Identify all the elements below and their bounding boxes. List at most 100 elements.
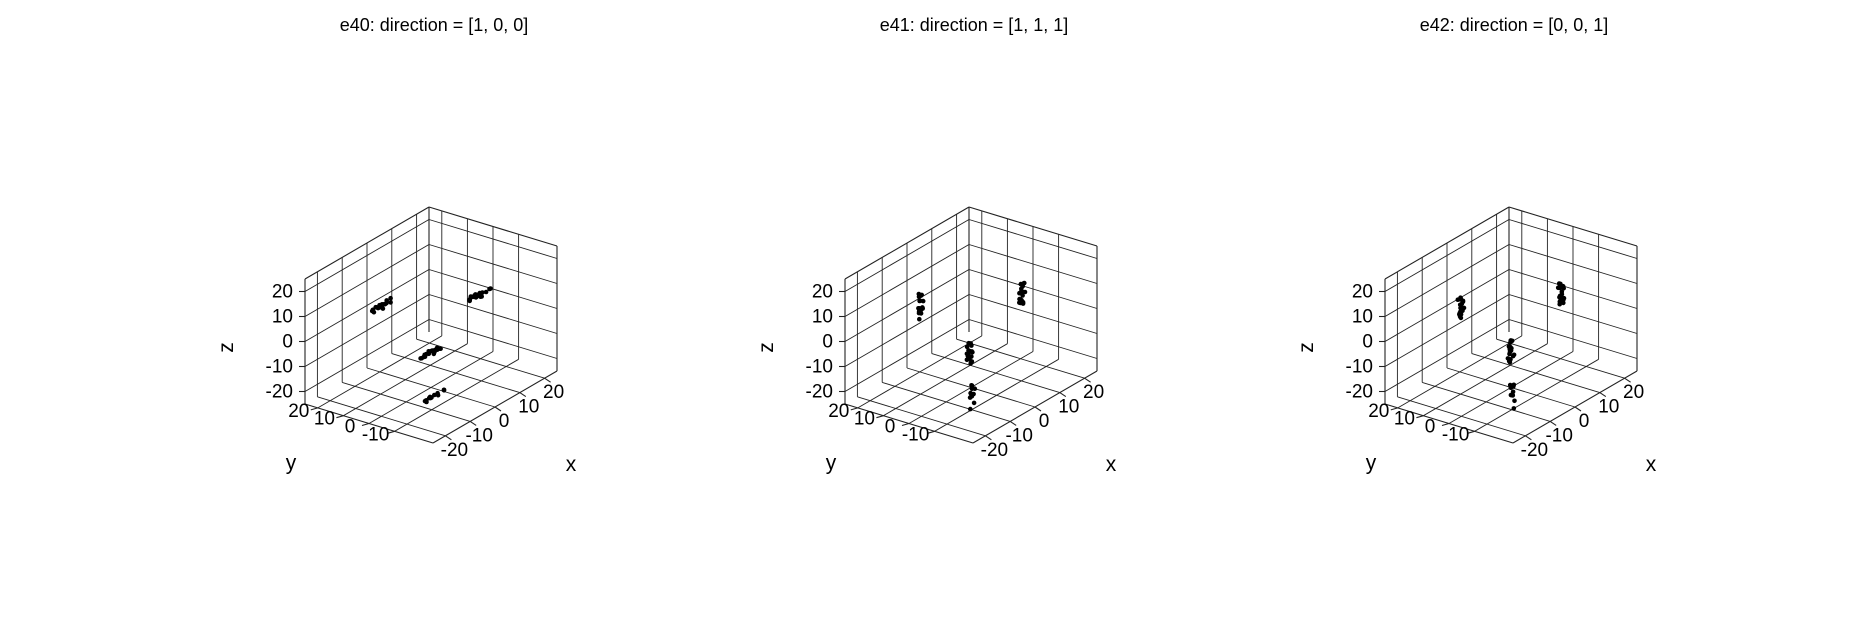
scatter-point [422, 398, 428, 404]
scatter-point [388, 300, 393, 305]
z-tick-label: -20 [1346, 382, 1373, 403]
scatter-point [426, 349, 432, 354]
x-tick [544, 377, 551, 383]
x-axis-label: x [1646, 453, 1657, 476]
x-tick-label: -10 [465, 425, 492, 446]
scatter-point [1022, 280, 1027, 286]
scatter-point [1557, 301, 1562, 307]
y-tick-label: 10 [854, 409, 875, 430]
y-tick [336, 415, 344, 419]
y-tick [310, 407, 318, 411]
y-tick [850, 407, 858, 411]
z-tick-label: 0 [282, 332, 293, 353]
y-tick [1441, 422, 1450, 427]
pane-edge [968, 206, 1098, 247]
subplot-e42: e42: direction = [0, 0, 1] -20 -10 0 10 20 -10… [1295, 15, 1657, 476]
scatter-point [920, 298, 926, 304]
x-tick-label: 0 [499, 411, 510, 432]
x-tick-label: 0 [1579, 411, 1590, 432]
floor-gridline-y [1397, 335, 1523, 409]
scatter-point [1512, 398, 1517, 404]
z-tick-label: -20 [806, 382, 833, 403]
x-tick-label: -20 [981, 440, 1008, 461]
x-tick [445, 435, 452, 441]
z-tick-label: -10 [806, 357, 833, 378]
scatter-point [1556, 281, 1562, 286]
y-tick [387, 430, 395, 434]
scatter-point [1560, 284, 1566, 290]
x-tick [1549, 420, 1557, 426]
scatter-point [388, 295, 393, 301]
z-tick-label: 20 [812, 282, 833, 303]
scatter-point [432, 347, 438, 353]
floor-gridline-y [1423, 343, 1548, 417]
scatter-point [441, 387, 447, 393]
scatter-point [1556, 285, 1562, 290]
scatter-point [487, 286, 492, 292]
y-axis-label: y [826, 452, 837, 475]
subplot-e41: e41: direction = [1, 1, 1]-20-1001020-10… [755, 15, 1117, 476]
x-tick-label: 10 [1598, 397, 1619, 418]
y-tick-label: 20 [1368, 401, 1389, 422]
scatter-point [968, 406, 973, 412]
pane-edge [1508, 206, 1638, 247]
x-tick [1574, 406, 1582, 412]
z-axis-label: z [755, 342, 778, 353]
x-tick-label: 10 [518, 397, 539, 418]
scatter-point [1458, 295, 1463, 301]
floor-gridline-y [368, 351, 494, 424]
x-tick-label: 20 [543, 382, 564, 403]
y-tick-label: 0 [345, 417, 356, 438]
chart-title: e40: direction = [1, 0, 0] [340, 15, 529, 35]
z-tick-label: -20 [266, 382, 293, 403]
scatter-point [969, 394, 975, 399]
scatter-point [1511, 352, 1517, 358]
y-tick-label: -10 [1442, 424, 1469, 445]
scatter-point [1020, 293, 1025, 298]
x-tick [985, 435, 992, 441]
y-tick [1467, 430, 1475, 434]
x-tick-label: 20 [1083, 382, 1104, 403]
scatter-point [479, 294, 485, 299]
z-tick-label: -10 [266, 357, 293, 378]
chart-title: e42: direction = [0, 0, 1] [1420, 15, 1609, 35]
scatter-point [969, 354, 974, 359]
z-tick-label: 20 [272, 282, 293, 303]
scatter-point [971, 400, 977, 406]
x-tick-label: -20 [1521, 440, 1548, 461]
pane-edge [1384, 206, 1510, 280]
scatter-point [1507, 382, 1513, 388]
x-tick [1034, 406, 1042, 412]
y-tick-label: 10 [314, 409, 335, 430]
y-tick-label: 20 [288, 401, 309, 422]
x-tick [469, 420, 477, 426]
scatter-point [1557, 293, 1563, 299]
y-axis-label: y [1366, 452, 1377, 475]
scatter-point [1020, 289, 1025, 295]
pane-edge [428, 206, 558, 247]
scatter-point [1508, 340, 1513, 345]
scatter-point [918, 307, 924, 313]
scatter-point [969, 386, 975, 392]
scatter-point [377, 302, 382, 308]
x-tick-label: -20 [441, 440, 468, 461]
scatter-point [1457, 314, 1463, 319]
scatter-point [968, 341, 973, 346]
scatter-point [422, 352, 428, 358]
y-tick [927, 430, 935, 434]
x-tick [1084, 377, 1091, 383]
scatter-point [380, 306, 386, 311]
y-tick-label: -10 [362, 424, 389, 445]
scatter-point [429, 395, 434, 400]
scatter-point [1460, 308, 1465, 314]
y-tick-label: 0 [1425, 417, 1436, 438]
pane-edge [304, 206, 430, 280]
x-tick [494, 406, 502, 412]
scatter-point [470, 294, 475, 300]
z-tick-label: -10 [1346, 357, 1373, 378]
scatter-point [916, 294, 922, 300]
scatter-point [382, 301, 388, 307]
x-axis-label: x [1106, 453, 1117, 476]
x-tick [1525, 435, 1532, 441]
